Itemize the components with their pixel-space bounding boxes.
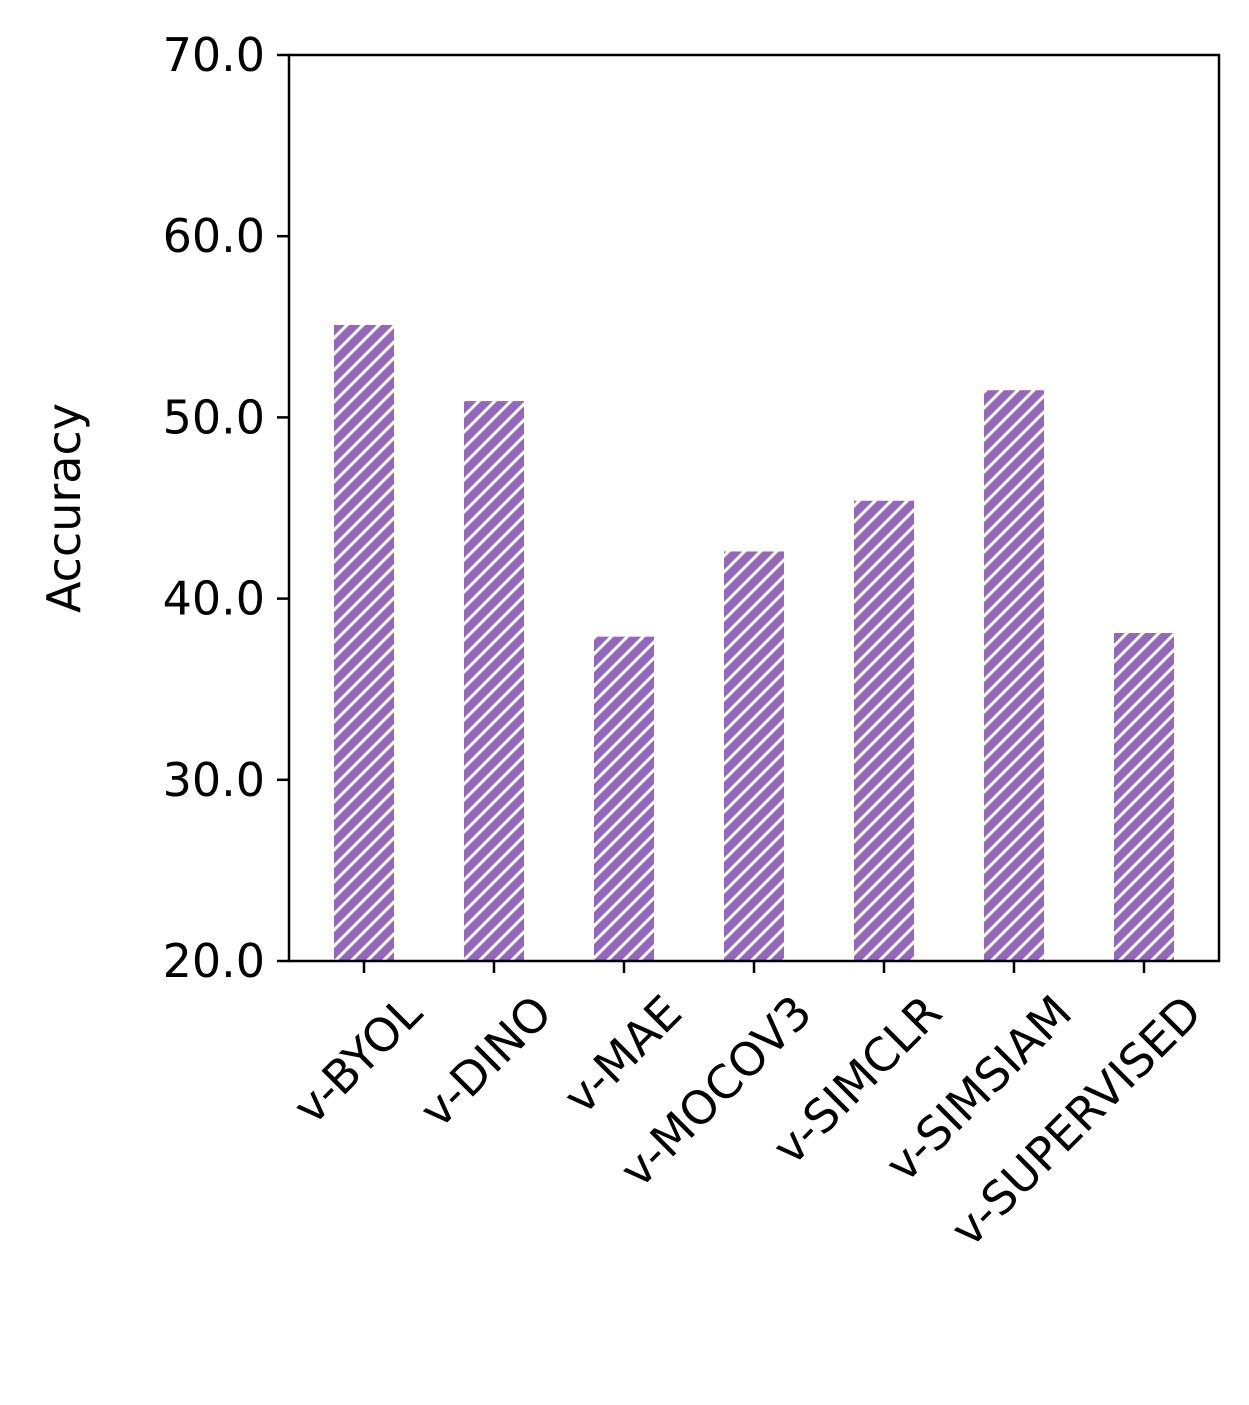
bar-v-simclr xyxy=(854,500,914,961)
y-tick-label: 20.0 xyxy=(163,934,265,988)
y-tick-label: 40.0 xyxy=(163,572,265,626)
y-axis: 20.0 30.0 40.0 50.0 60.0 70.0 xyxy=(163,28,289,988)
x-tick-label: v-DINO xyxy=(409,985,562,1138)
bar-v-byol xyxy=(334,324,394,961)
bar-v-simsiam xyxy=(984,390,1044,962)
y-tick-label: 60.0 xyxy=(163,209,265,263)
y-tick-label: 50.0 xyxy=(163,390,265,444)
x-tick-label: v-BYOL xyxy=(283,985,433,1135)
y-tick-label: 70.0 xyxy=(163,28,265,82)
bar-v-mocov3 xyxy=(724,551,784,961)
y-tick-label: 30.0 xyxy=(163,753,265,807)
bar-v-dino xyxy=(464,401,524,961)
bar-v-mae xyxy=(594,636,654,961)
bars-layer xyxy=(334,324,1174,962)
y-axis-title: Accuracy xyxy=(37,403,91,613)
bar-v-supervised xyxy=(1114,633,1174,961)
x-axis: v-BYOLv-DINOv-MAEv-MOCOV3v-SIMCLRv-SIMSI… xyxy=(283,961,1212,1257)
